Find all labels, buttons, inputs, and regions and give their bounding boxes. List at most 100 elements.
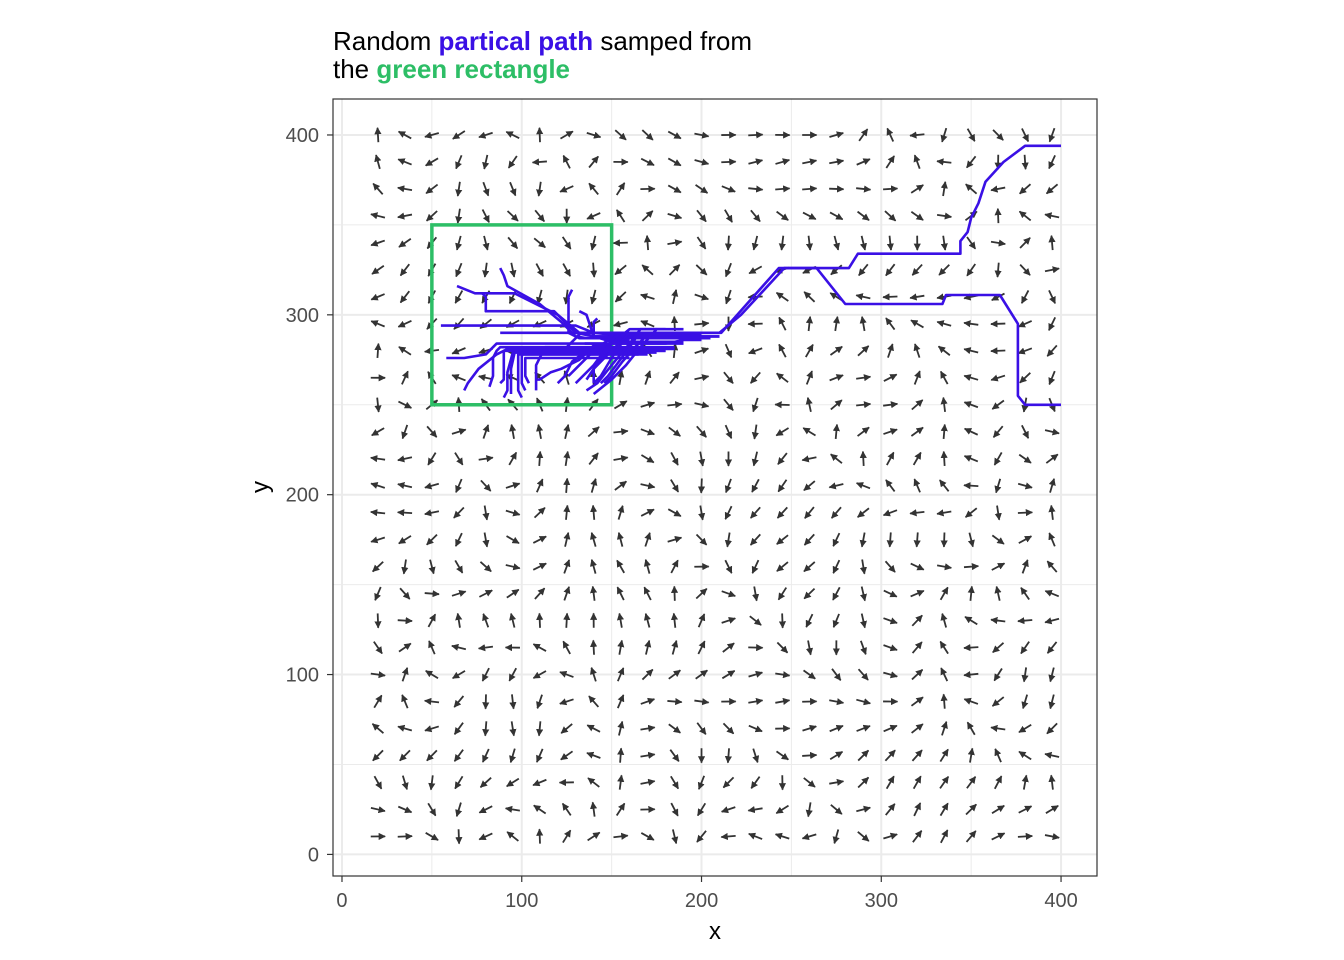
field-arrow <box>939 802 949 817</box>
title-line1-prefix: Random <box>333 26 439 56</box>
field-arrow <box>697 613 706 628</box>
field-arrow <box>481 209 490 223</box>
field-arrow <box>640 157 655 167</box>
field-arrow <box>857 776 870 789</box>
field-arrow <box>478 832 493 841</box>
field-arrow <box>454 452 464 466</box>
field-arrow <box>967 585 975 601</box>
field-arrow <box>401 424 409 440</box>
field-arrow <box>829 698 845 706</box>
field-arrow <box>965 803 977 816</box>
field-arrow <box>829 345 843 356</box>
particle-path <box>488 345 675 388</box>
y-tick-label: 300 <box>286 305 319 327</box>
title-line2-prefix: the <box>333 54 377 84</box>
field-arrow <box>562 640 571 655</box>
field-arrow <box>856 805 871 813</box>
field-arrow <box>967 532 975 548</box>
field-arrow <box>776 506 788 519</box>
field-arrow <box>856 185 872 193</box>
field-arrow <box>724 559 733 574</box>
field-arrow <box>1017 509 1033 517</box>
field-arrow <box>939 370 949 385</box>
field-arrow <box>722 722 735 735</box>
field-arrow <box>1018 535 1033 544</box>
field-arrow <box>671 829 679 845</box>
field-arrow <box>778 343 787 358</box>
field-arrow <box>721 670 736 680</box>
field-arrow <box>805 370 813 385</box>
field-arrow <box>370 239 386 247</box>
field-arrow <box>398 238 412 248</box>
field-arrow <box>1046 641 1058 654</box>
field-arrow <box>563 612 571 628</box>
field-arrow <box>695 184 709 194</box>
field-arrow <box>802 427 816 437</box>
field-arrow <box>855 293 871 301</box>
field-arrow <box>536 478 544 493</box>
field-arrow <box>482 721 490 737</box>
field-arrow <box>373 641 383 655</box>
field-arrow <box>562 154 571 169</box>
field-arrow <box>451 589 467 597</box>
field-arrow <box>370 536 386 544</box>
field-arrow <box>830 399 843 411</box>
field-arrow <box>644 639 652 655</box>
field-arrow <box>803 561 816 573</box>
field-arrow <box>612 320 628 328</box>
field-arrow <box>1048 235 1056 251</box>
field-arrow <box>698 451 706 467</box>
field-arrow <box>455 181 463 197</box>
particle-path <box>536 344 612 381</box>
field-arrow <box>940 450 948 466</box>
field-arrow <box>561 236 572 250</box>
field-arrow <box>1048 667 1056 683</box>
field-arrow <box>613 428 629 436</box>
field-arrow <box>559 185 574 193</box>
field-arrow <box>534 209 545 223</box>
field-arrow <box>451 643 467 651</box>
field-arrow <box>587 426 600 438</box>
field-arrow <box>910 184 924 194</box>
field-arrow <box>724 532 732 548</box>
field-arrow <box>883 671 898 679</box>
field-arrow <box>370 671 386 679</box>
field-arrow <box>427 802 437 817</box>
field-arrow <box>856 401 872 409</box>
field-arrow <box>859 532 867 548</box>
field-arrow <box>1044 428 1060 436</box>
field-arrow <box>724 424 733 439</box>
field-arrow <box>829 750 844 761</box>
field-arrow <box>455 154 463 170</box>
field-arrow <box>749 615 762 626</box>
field-arrow <box>397 832 413 840</box>
field-arrow <box>399 290 411 304</box>
field-arrow <box>993 452 1003 466</box>
field-arrow <box>694 698 710 706</box>
field-arrow <box>533 507 546 519</box>
field-arrow <box>640 293 655 301</box>
field-arrow <box>670 559 679 574</box>
field-arrow <box>804 506 815 519</box>
field-arrow <box>424 725 440 733</box>
field-arrow <box>910 589 925 598</box>
field-arrow <box>508 667 517 682</box>
field-arrow <box>589 801 598 817</box>
field-arrow <box>590 262 598 278</box>
field-arrow <box>775 427 790 437</box>
field-arrow <box>803 669 816 680</box>
field-arrow <box>509 721 517 737</box>
field-arrow <box>1018 723 1032 734</box>
field-arrow <box>911 723 924 734</box>
field-arrow <box>370 482 386 489</box>
field-arrow <box>828 482 844 490</box>
field-arrow <box>589 235 597 251</box>
field-arrow <box>857 210 870 221</box>
x-tick-label: 0 <box>336 890 347 912</box>
field-arrow <box>936 320 952 328</box>
field-arrow <box>640 454 655 464</box>
title-highlight-path: partical path <box>438 26 594 56</box>
field-arrow <box>696 830 707 843</box>
field-arrow <box>912 830 923 843</box>
field-arrow <box>775 697 791 705</box>
